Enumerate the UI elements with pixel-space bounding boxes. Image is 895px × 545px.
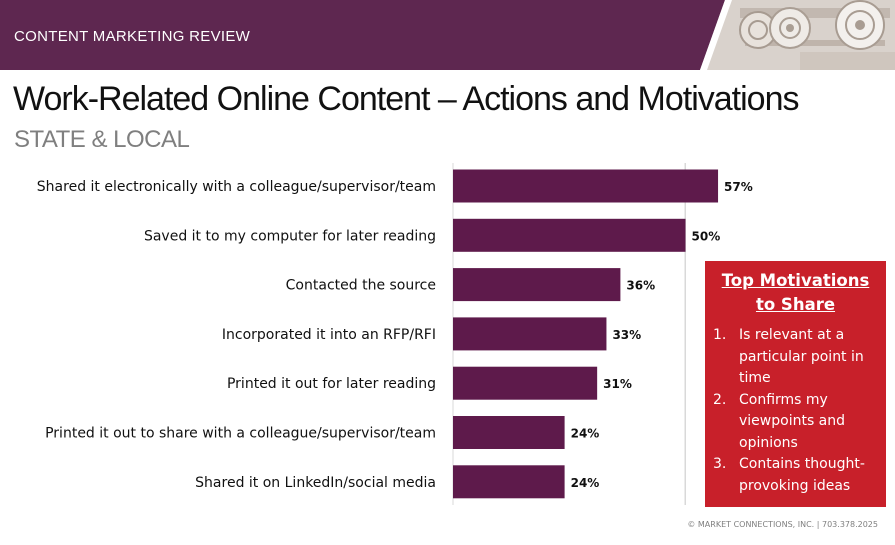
motivation-text: Confirms my viewpoints and opinions	[739, 391, 846, 451]
footer-copyright: © MARKET CONNECTIONS, INC. | 703.378.202…	[687, 520, 878, 529]
bar-chart: Shared it electronically with a colleagu…	[37, 163, 753, 505]
motivation-number: 3.	[713, 456, 727, 472]
value-label: 36%	[626, 279, 655, 293]
value-label: 33%	[612, 328, 641, 342]
bar	[453, 416, 565, 449]
category-label: Contacted the source	[286, 278, 436, 294]
column-capital-decoration	[700, 0, 895, 70]
category-label: Incorporated it into an RFP/RFI	[222, 327, 436, 343]
value-label: 50%	[692, 229, 721, 243]
bar	[453, 268, 621, 302]
bar	[453, 218, 686, 252]
page-subtitle: STATE & LOCAL	[14, 126, 190, 153]
motivations-callout: Top Motivations to Share 1. Is relevant …	[705, 261, 886, 507]
category-label: Saved it to my computer for later readin…	[144, 228, 436, 244]
motivations-list: 1. Is relevant at a particular point in …	[713, 325, 878, 497]
category-label: Printed it out to share with a colleague…	[45, 426, 436, 442]
bar	[453, 465, 565, 499]
motivation-text: Is relevant at a particular point in tim…	[739, 327, 864, 386]
bar	[453, 366, 598, 400]
motivation-number: 1.	[713, 327, 727, 343]
value-label: 24%	[571, 476, 600, 490]
value-label: 24%	[571, 427, 600, 441]
value-label: 57%	[724, 180, 753, 194]
motivation-item: 3. Contains thought-provoking ideas	[713, 454, 878, 497]
motivation-number: 2.	[713, 391, 727, 408]
value-label: 31%	[603, 377, 632, 391]
motivation-text: Contains thought-provoking ideas	[739, 456, 865, 494]
bar	[453, 317, 607, 351]
category-label: Shared it on LinkedIn/social media	[195, 475, 436, 491]
category-label: Printed it out for later reading	[227, 376, 436, 392]
motivation-item: 1. Is relevant at a particular point in …	[713, 325, 878, 390]
page-title: Work-Related Online Content – Actions an…	[13, 80, 799, 118]
header-band: CONTENT MARKETING REVIEW	[0, 0, 895, 70]
callout-title: Top Motivations to Share	[721, 271, 870, 314]
bar	[453, 169, 719, 203]
motivation-item: 2. Confirms my viewpoints and opinions	[713, 390, 878, 455]
header-label: CONTENT MARKETING REVIEW	[14, 28, 251, 45]
category-label: Shared it electronically with a colleagu…	[37, 179, 436, 195]
